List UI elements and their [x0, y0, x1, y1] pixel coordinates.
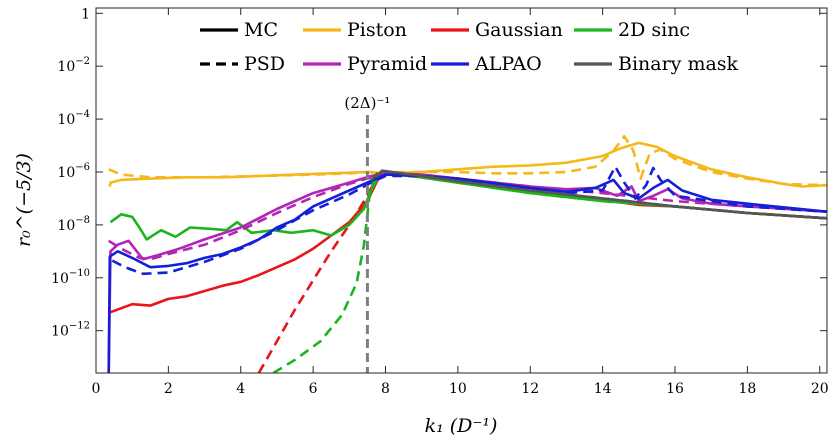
x-tick-label: 6	[309, 381, 318, 397]
series-binary-mask-psd	[370, 169, 827, 220]
x-tick-label: 0	[92, 381, 101, 397]
y-tick-label: 10−8	[57, 215, 90, 234]
legend-label-psd: PSD	[244, 53, 285, 75]
annotation-layer: (2Δ)⁻¹	[344, 94, 390, 373]
legend-label-2d-sinc: 2D sinc	[618, 19, 690, 41]
x-tick-label: 12	[521, 381, 539, 397]
legend: MC Piston Gaussian 2D sinc PSD Pyramid ALPAO Bi…	[192, 19, 804, 84]
x-tick-label: 14	[594, 381, 612, 397]
plot-frame	[95, 7, 828, 374]
series-layer	[107, 135, 827, 373]
y-tick-label: 10−2	[57, 56, 90, 75]
legend-label-mc: MC	[244, 19, 278, 41]
legend-label-gaussian: Gaussian	[475, 19, 563, 41]
legend-label-piston: Piston	[347, 19, 407, 41]
x-tick-label: 4	[236, 381, 245, 397]
legend-label-pyramid: Pyramid	[347, 53, 427, 75]
x-tick-label: 10	[449, 381, 467, 397]
x-axis-label: k₁ (D⁻¹)	[425, 415, 498, 437]
y-axis-label: r₀^(−5/3)	[13, 153, 35, 247]
x-tick-label: 18	[738, 381, 756, 397]
x-tick-label: 8	[381, 381, 390, 397]
tick-layer: 0 2 4 6 8 10 12 14 16 18 20 1 10−2 10−4 10−6 10−8 10−10 1…	[51, 6, 829, 397]
y-tick-label: 10−6	[57, 162, 90, 181]
y-tick-label: 1	[81, 6, 90, 22]
nyquist-annotation: (2Δ)⁻¹	[344, 94, 390, 112]
series-piston-psd	[108, 135, 827, 187]
y-tick-label: 10−4	[57, 109, 90, 128]
legend-label-binary-mask: Binary mask	[618, 53, 739, 75]
x-tick-label: 20	[811, 381, 829, 397]
x-tick-label: 2	[164, 381, 173, 397]
series-pyramid-psd	[108, 172, 827, 261]
x-tick-label: 16	[666, 381, 684, 397]
legend-label-alpao: ALPAO	[474, 53, 542, 75]
legend-background	[192, 20, 804, 84]
y-tick-label: 10−12	[51, 321, 90, 340]
series-alpao-mc	[107, 173, 827, 373]
y-tick-label: 10−10	[51, 268, 90, 287]
